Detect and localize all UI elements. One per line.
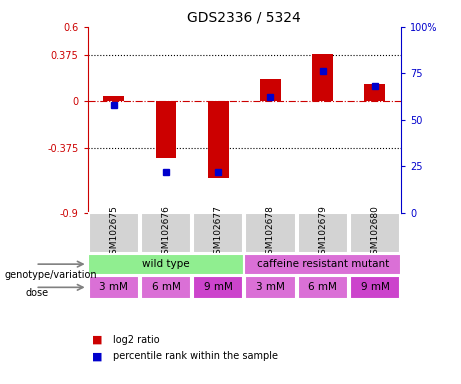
Text: 3 mM: 3 mM (256, 282, 285, 292)
Text: GSM102678: GSM102678 (266, 205, 275, 260)
FancyBboxPatch shape (245, 276, 296, 299)
Bar (312, 54, 333, 101)
Text: log2 ratio: log2 ratio (113, 335, 160, 345)
Text: genotype/variation: genotype/variation (5, 270, 97, 280)
Text: 9 mM: 9 mM (361, 282, 390, 292)
FancyBboxPatch shape (298, 276, 348, 299)
FancyBboxPatch shape (193, 213, 243, 253)
Text: ■: ■ (92, 351, 103, 361)
FancyBboxPatch shape (350, 276, 400, 299)
FancyBboxPatch shape (350, 213, 400, 253)
FancyBboxPatch shape (141, 213, 191, 253)
Text: 9 mM: 9 mM (204, 282, 233, 292)
Text: 6 mM: 6 mM (152, 282, 180, 292)
Title: GDS2336 / 5324: GDS2336 / 5324 (188, 10, 301, 24)
FancyBboxPatch shape (298, 213, 348, 253)
Text: GSM102675: GSM102675 (109, 205, 118, 260)
Bar (208, 101, 229, 178)
Bar (103, 96, 124, 101)
Text: dose: dose (25, 288, 48, 298)
FancyBboxPatch shape (244, 253, 401, 275)
Bar (155, 101, 177, 158)
Text: caffeine resistant mutant: caffeine resistant mutant (257, 259, 389, 269)
FancyBboxPatch shape (193, 276, 243, 299)
FancyBboxPatch shape (89, 276, 139, 299)
Text: GSM102680: GSM102680 (371, 205, 379, 260)
FancyBboxPatch shape (141, 276, 191, 299)
Text: GSM102676: GSM102676 (161, 205, 171, 260)
Text: GSM102677: GSM102677 (214, 205, 223, 260)
Text: wild type: wild type (142, 259, 190, 269)
FancyBboxPatch shape (245, 213, 296, 253)
Text: percentile rank within the sample: percentile rank within the sample (113, 351, 278, 361)
FancyBboxPatch shape (88, 253, 244, 275)
Text: ■: ■ (92, 335, 103, 345)
Bar (365, 84, 385, 101)
Bar (260, 79, 281, 101)
Text: 6 mM: 6 mM (308, 282, 337, 292)
FancyBboxPatch shape (89, 213, 139, 253)
Text: GSM102679: GSM102679 (318, 205, 327, 260)
Text: 3 mM: 3 mM (99, 282, 128, 292)
